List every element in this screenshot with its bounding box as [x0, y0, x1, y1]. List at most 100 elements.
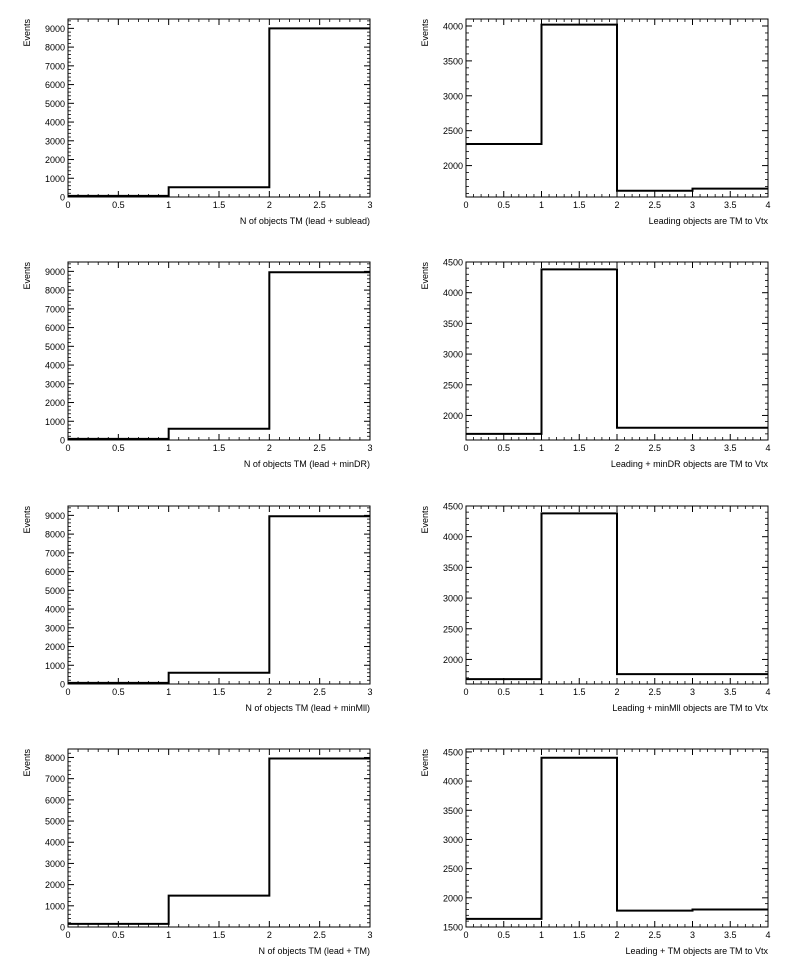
y-tick-label: 2000 [443, 893, 463, 903]
y-tick-label: 1500 [443, 923, 463, 933]
x-axis-title: N of objects TM (lead + TM) [259, 946, 370, 956]
y-tick-label: 0 [60, 680, 65, 690]
y-tick-label: 2000 [443, 411, 463, 421]
y-tick-label: 8000 [45, 43, 65, 53]
x-tick-label: 2.5 [313, 687, 326, 697]
x-tick-label: 0 [463, 200, 468, 210]
plot-frame [67, 18, 371, 198]
y-tick-label: 2000 [45, 398, 65, 408]
x-tick-label: 3 [367, 930, 372, 940]
histogram-step-line [68, 757, 370, 925]
y-tick-label: 4000 [45, 361, 65, 371]
x-tick-label: 0.5 [497, 443, 510, 453]
y-tick-label: 5000 [45, 586, 65, 596]
x-tick-label: 2 [614, 443, 619, 453]
y-tick-label: 3000 [45, 136, 65, 146]
x-tick-label: 0 [463, 687, 468, 697]
y-tick-label: 5000 [45, 817, 65, 827]
y-tick-label: 4500 [443, 502, 463, 512]
y-tick-label: 6000 [45, 567, 65, 577]
y-tick-label: 2500 [443, 380, 463, 390]
histogram-panel-4: 0 0.5 1 1.5 2 2.5 3 3.5 4 2000 2500 3000 3500 4000 450… [420, 258, 771, 470]
x-tick-label: 2.5 [313, 443, 326, 453]
plot-frame [67, 748, 371, 928]
x-tick-label: 2.5 [313, 200, 326, 210]
x-tick-label: 1.5 [573, 687, 586, 697]
y-tick-label: 3000 [443, 594, 463, 604]
y-tick-label: 3500 [443, 563, 463, 573]
x-tick-label: 1 [166, 930, 171, 940]
x-tick-label: 2.5 [313, 930, 326, 940]
y-tick-label: 8000 [45, 530, 65, 540]
histogram-step-line [466, 23, 768, 192]
x-tick-label: 0 [65, 200, 70, 210]
x-tick-label: 3 [690, 443, 695, 453]
histogram-panel-1: 0 0.5 1 1.5 2 2.5 3 0 1000 2000 3000 4000 5000 6000 70… [22, 18, 373, 226]
x-tick-label: 0.5 [112, 687, 125, 697]
x-tick-label: 4 [765, 200, 770, 210]
y-axis-title: Events [22, 262, 32, 290]
y-tick-label: 0 [60, 193, 65, 203]
x-tick-label: 1.5 [213, 200, 226, 210]
y-tick-label: 1000 [45, 901, 65, 911]
y-tick-label: 5000 [45, 342, 65, 352]
x-axis-title: N of objects TM (lead + sublead) [240, 216, 370, 226]
x-tick-label: 1.5 [213, 930, 226, 940]
y-tick-label: 8000 [45, 753, 65, 763]
x-tick-label: 0.5 [497, 930, 510, 940]
y-tick-label: 3000 [45, 859, 65, 869]
histogram-panel-3: 0 0.5 1 1.5 2 2.5 3 0 1000 2000 3000 4000 5000 6000 70… [22, 261, 373, 469]
x-tick-label: 3 [367, 687, 372, 697]
y-axis-title: Events [22, 19, 32, 47]
x-tick-label: 2 [267, 687, 272, 697]
histogram-step-line [466, 268, 768, 435]
y-tick-label: 2000 [45, 155, 65, 165]
x-tick-label: 0.5 [497, 200, 510, 210]
y-tick-label: 7000 [45, 548, 65, 558]
x-tick-label: 0 [65, 443, 70, 453]
x-axis-title: Leading + minMll objects are TM to Vtx [612, 703, 768, 713]
x-tick-label: 0.5 [497, 687, 510, 697]
x-tick-label: 1 [539, 443, 544, 453]
x-tick-label: 3 [367, 200, 372, 210]
y-tick-label: 3000 [443, 91, 463, 101]
x-tick-label: 2 [267, 200, 272, 210]
y-tick-label: 8000 [45, 286, 65, 296]
x-tick-label: 3 [690, 687, 695, 697]
histogram-panel-8: 0 0.5 1 1.5 2 2.5 3 3.5 4 1500 2000 2500 3000 3500 400… [420, 747, 771, 956]
histogram-step-line [68, 27, 370, 197]
y-axis-title: Events [22, 506, 32, 534]
histogram-step-line [466, 512, 768, 681]
x-tick-label: 2.5 [648, 930, 661, 940]
x-tick-label: 2 [614, 930, 619, 940]
x-tick-label: 2.5 [648, 687, 661, 697]
y-tick-label: 5000 [45, 99, 65, 109]
x-axis-title: Leading + TM objects are TM to Vtx [626, 946, 769, 956]
x-tick-label: 0 [65, 687, 70, 697]
x-axis-title: Leading objects are TM to Vtx [649, 216, 769, 226]
y-axis-title: Events [420, 749, 430, 777]
y-axis-title: Events [420, 506, 430, 534]
plot-frame [67, 505, 371, 685]
y-tick-label: 7000 [45, 61, 65, 71]
y-tick-label: 9000 [45, 511, 65, 521]
x-tick-label: 1 [539, 930, 544, 940]
x-tick-label: 0 [463, 930, 468, 940]
y-tick-label: 4000 [443, 532, 463, 542]
plot-frame [67, 261, 371, 441]
y-tick-label: 2000 [443, 655, 463, 665]
y-tick-label: 3000 [443, 350, 463, 360]
x-tick-label: 0.5 [112, 443, 125, 453]
y-tick-label: 2000 [45, 880, 65, 890]
y-tick-label: 4000 [45, 605, 65, 615]
histogram-panel-7: 0 0.5 1 1.5 2 2.5 3 0 1000 2000 3000 4000 5000 6000 70… [22, 748, 373, 956]
x-tick-label: 3 [367, 443, 372, 453]
y-tick-label: 3000 [45, 623, 65, 633]
y-tick-label: 3500 [443, 806, 463, 816]
histogram-panel-5: 0 0.5 1 1.5 2 2.5 3 0 1000 2000 3000 4000 5000 6000 70… [22, 505, 373, 713]
y-tick-label: 4000 [45, 118, 65, 128]
y-tick-label: 2500 [443, 126, 463, 136]
y-tick-label: 1000 [45, 661, 65, 671]
y-tick-label: 6000 [45, 80, 65, 90]
